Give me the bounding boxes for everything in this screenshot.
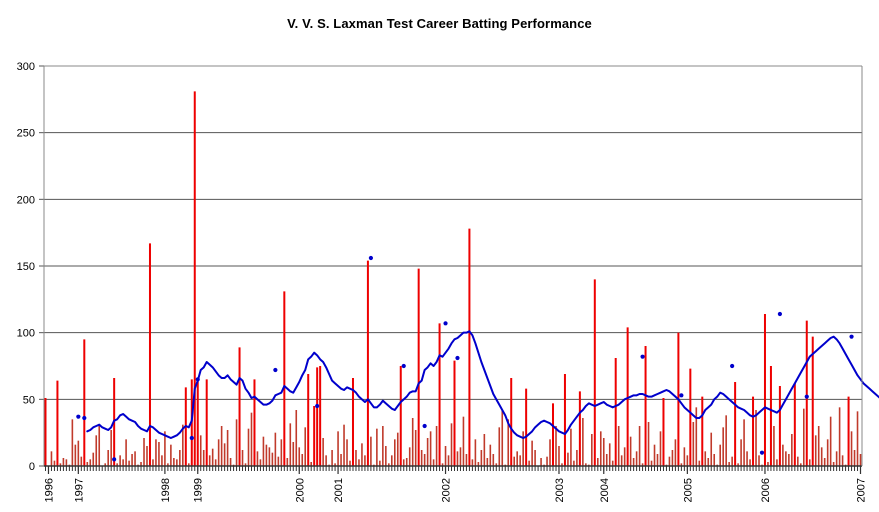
y-axis-group: 0 50 100 150 200 250 300 <box>17 61 44 473</box>
x-tick-label: 2003 <box>554 478 566 502</box>
notout-marker <box>315 403 320 409</box>
notout-marker <box>422 423 427 429</box>
notout-marker <box>112 457 117 462</box>
notout-marker <box>777 311 783 317</box>
bars-group <box>44 91 862 466</box>
y-tick-label: 250 <box>17 128 35 140</box>
notout-marker <box>368 255 374 261</box>
notout-marker <box>849 334 854 339</box>
notout-marker <box>195 377 200 382</box>
notout-markers-group <box>76 255 854 462</box>
y-tick-label: 50 <box>23 394 35 406</box>
notout-marker <box>273 367 278 373</box>
notout-marker <box>443 321 448 326</box>
x-tick-label: 2006 <box>760 478 772 502</box>
notout-marker <box>82 415 87 421</box>
x-tick-label: 1996 <box>44 478 56 502</box>
notout-marker <box>759 450 765 455</box>
average-line-group <box>86 330 879 439</box>
y-tick-label: 150 <box>17 261 35 273</box>
y-tick-label: 0 <box>29 461 35 473</box>
x-tick-label: 2001 <box>333 478 345 502</box>
plot-frame-group <box>43 65 863 467</box>
notout-marker <box>730 363 735 369</box>
notout-marker <box>679 393 684 398</box>
x-tick-label: 2005 <box>682 478 694 502</box>
y-tick-label: 100 <box>17 328 35 340</box>
x-tick-label: 2004 <box>599 478 611 502</box>
notout-marker <box>76 414 81 419</box>
gridlines-group <box>44 65 862 400</box>
x-tick-label: 2002 <box>441 478 453 502</box>
notout-marker <box>189 435 194 441</box>
x-axis-group: 1996 1997 1998 1999 2000 2001 2002 2003 2004 2005… <box>44 466 868 502</box>
notout-marker <box>455 355 460 361</box>
x-tick-label: 2007 <box>856 478 868 502</box>
notout-marker <box>640 354 645 359</box>
x-tick-label: 1999 <box>193 478 205 502</box>
x-tick-label: 1997 <box>73 478 85 502</box>
y-tick-label: 200 <box>17 194 35 206</box>
y-tick-label: 300 <box>17 61 35 73</box>
x-tick-label: 2000 <box>294 478 306 502</box>
average-line <box>86 330 879 439</box>
chart-title: V. V. S. Laxman Test Career Batting Perf… <box>287 16 592 31</box>
notout-marker <box>804 394 809 399</box>
x-tick-label: 1998 <box>160 478 172 502</box>
notout-marker <box>401 363 406 369</box>
